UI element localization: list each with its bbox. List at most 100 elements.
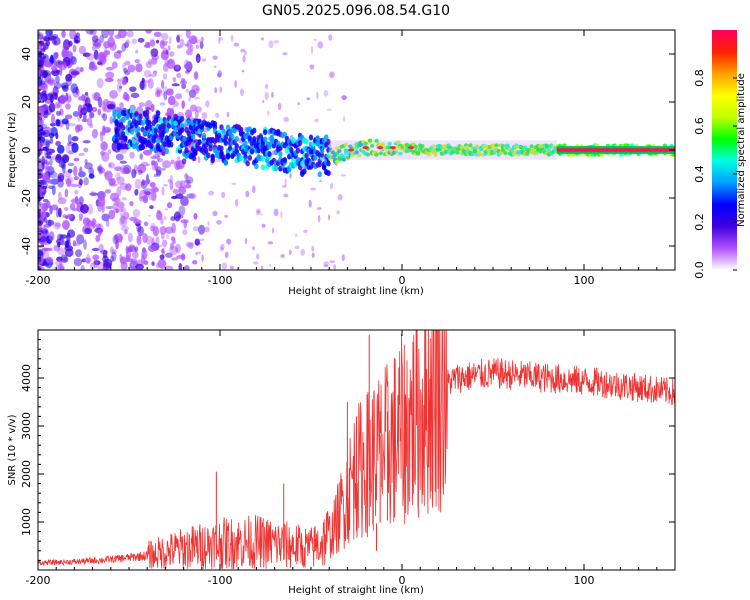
spectrogram-noise-blob bbox=[151, 190, 157, 202]
spectrogram-noise-blob bbox=[215, 112, 220, 118]
spectrogram-noise-blob bbox=[176, 34, 180, 43]
spectrogram-noise-blob bbox=[51, 34, 59, 39]
spectrogram-noise-blob bbox=[134, 189, 139, 196]
spectrogram-noise-blob bbox=[64, 175, 74, 185]
spectrogram-noise-blob bbox=[70, 199, 79, 203]
spectrogram-noise-blob bbox=[161, 92, 165, 96]
spectrogram-noise-blob bbox=[62, 43, 71, 50]
spectrogram-noise-blob bbox=[323, 89, 329, 97]
spectrogram-noise-blob bbox=[181, 83, 187, 90]
spectrogram-signal-blob bbox=[186, 119, 191, 126]
spectrogram-noise-blob bbox=[91, 92, 99, 101]
spectrogram-hot-spot bbox=[389, 146, 396, 150]
spectrogram-noise-blob bbox=[184, 43, 190, 47]
spectrogram-noise-blob bbox=[151, 187, 159, 193]
spectrogram-signal-blob bbox=[289, 147, 294, 154]
spectrogram-noise-blob bbox=[123, 68, 128, 73]
spectrogram-noise-blob bbox=[50, 126, 58, 137]
spectrogram-signal-blob bbox=[297, 140, 303, 147]
spectrogram-signal-blob bbox=[260, 155, 266, 162]
spectrogram-noise-blob bbox=[280, 210, 283, 219]
spectrogram-noise-blob bbox=[155, 236, 160, 247]
spectrogram-noise-blob bbox=[61, 48, 68, 59]
spectrogram-noise-blob bbox=[212, 210, 218, 217]
spectrogram-noise-blob bbox=[317, 41, 324, 49]
spectrogram-noise-blob bbox=[231, 182, 237, 186]
spectrogram-signal-blob bbox=[354, 150, 360, 155]
spectrogram-noise-blob bbox=[134, 59, 141, 64]
spectrogram-noise-blob bbox=[91, 218, 97, 229]
snr-y-tick-label: 4000 bbox=[20, 364, 33, 392]
spectrogram-signal-blob bbox=[546, 148, 552, 153]
spectrogram-noise-blob bbox=[192, 260, 198, 265]
spectrogram-noise-blob bbox=[283, 193, 289, 198]
spectrogram-signal-blob bbox=[234, 148, 239, 155]
spectrogram-y-tick-label: 40 bbox=[20, 47, 33, 61]
spectrogram-noise-blob bbox=[284, 178, 287, 187]
spectrogram-signal-blob bbox=[398, 151, 403, 156]
spectrogram-noise-blob bbox=[147, 78, 154, 89]
spectrogram-noise-blob bbox=[53, 53, 59, 60]
spectrogram-noise-blob bbox=[108, 209, 116, 220]
spectrogram-noise-blob bbox=[242, 55, 246, 63]
spectrogram-noise-blob bbox=[43, 42, 49, 50]
spectrogram-noise-blob bbox=[281, 184, 287, 188]
spectrogram-signal-blob bbox=[326, 170, 331, 177]
spectrogram-noise-blob bbox=[271, 91, 274, 98]
spectrogram-signal-blob bbox=[234, 143, 239, 150]
spectrogram-signal-blob bbox=[129, 128, 135, 135]
spectrogram-noise-blob bbox=[38, 32, 44, 40]
spectrogram-signal-blob bbox=[120, 131, 126, 138]
spectrogram-noise-blob bbox=[45, 140, 51, 148]
spectrogram-noise-blob bbox=[116, 176, 125, 185]
spectrogram-noise-blob bbox=[183, 179, 191, 185]
spectrogram-noise-blob bbox=[153, 31, 162, 38]
spectrogram-noise-blob bbox=[309, 64, 315, 70]
spectrogram-x-tick-label: 0 bbox=[399, 274, 406, 287]
spectrogram-noise-blob bbox=[243, 51, 248, 56]
snr-ticks: -200 -100 0 100 1000 2000 3000 4000 bbox=[20, 329, 676, 587]
spectrogram-noise-blob bbox=[219, 247, 224, 252]
spectrogram-noise-blob bbox=[183, 63, 190, 69]
spectrogram-noise-blob bbox=[157, 244, 163, 248]
spectrogram-signal-blob bbox=[260, 164, 266, 171]
spectrogram-noise-blob bbox=[283, 116, 289, 122]
spectrogram-noise-blob bbox=[121, 78, 127, 86]
spectrogram-noise-blob bbox=[137, 169, 143, 175]
spectrogram-noise-blob bbox=[176, 165, 182, 170]
spectrogram-noise-blob bbox=[38, 94, 41, 98]
spectrogram-noise-blob bbox=[161, 186, 165, 196]
spectrogram-noise-blob bbox=[96, 78, 104, 89]
spectrogram-noise-blob bbox=[105, 219, 110, 227]
spectrogram-noise-blob bbox=[42, 198, 49, 203]
spectrogram-signal-blob bbox=[431, 144, 436, 149]
spectrogram-noise-blob bbox=[38, 30, 41, 37]
spectrogram-noise-blob bbox=[255, 208, 261, 216]
spectrogram-noise-blob bbox=[213, 65, 217, 68]
spectrogram-signal-blob bbox=[387, 141, 392, 146]
spectrogram-noise-blob bbox=[38, 140, 41, 150]
spectrogram-signal-blob bbox=[114, 137, 119, 144]
spectrogram-noise-blob bbox=[313, 38, 317, 41]
spectrogram-noise-blob bbox=[73, 157, 80, 162]
spectrogram-noise-blob bbox=[57, 197, 67, 205]
spectrogram-signal-blob bbox=[341, 157, 346, 162]
spectrogram-noise-blob bbox=[86, 253, 91, 262]
spectrogram-noise-blob bbox=[95, 234, 101, 242]
spectrogram-noise-blob bbox=[340, 174, 347, 177]
spectrogram-noise-blob bbox=[80, 264, 85, 270]
spectrogram-y-axis-title: Frequency (Hz) bbox=[7, 112, 18, 188]
spectrogram-noise-blob bbox=[149, 182, 156, 188]
spectrogram-signal-blob bbox=[149, 143, 154, 150]
spectrogram-noise-blob bbox=[108, 162, 112, 168]
spectrogram-signal-blob bbox=[345, 155, 351, 160]
spectrogram-noise-blob bbox=[125, 93, 130, 102]
spectrogram-noise-blob bbox=[124, 229, 128, 235]
spectrogram-y-tick-label: -40 bbox=[20, 237, 33, 255]
spectrogram-noise-blob bbox=[43, 216, 48, 223]
snr-y-axis-title: SNR (10 * v/v) bbox=[7, 414, 18, 485]
spectrogram-noise-blob bbox=[241, 70, 245, 73]
spectrogram-noise-blob bbox=[93, 259, 101, 266]
spectrogram-signal-blob bbox=[219, 150, 224, 157]
spectrogram-signal-blob bbox=[262, 129, 268, 136]
